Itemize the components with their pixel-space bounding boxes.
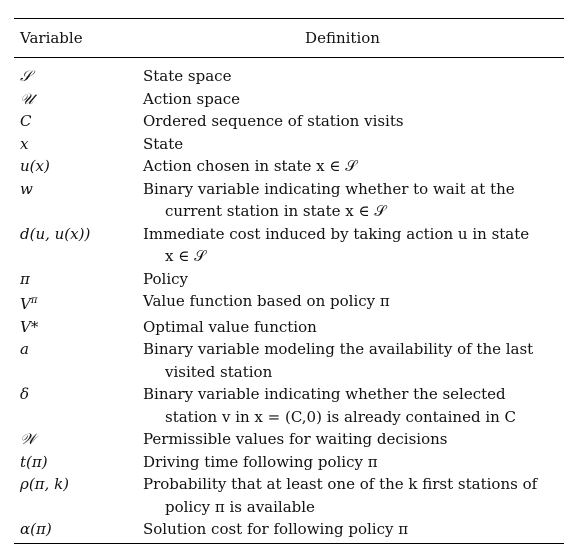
table-row: 𝒲 Permissible values for waiting decisio… <box>14 428 564 451</box>
definition-text: State space <box>143 67 232 85</box>
row-definition: Immediate cost induced by taking action … <box>143 223 564 268</box>
definition-continuation: policy π is available <box>165 497 315 516</box>
row-definition: Probability that at least one of the k f… <box>143 473 564 518</box>
table-row: 𝒮 State space <box>14 65 564 88</box>
table-row: V* Optimal value function <box>14 316 564 339</box>
definition-text: Solution cost for following policy π <box>143 520 409 538</box>
row-definition: State <box>143 133 564 156</box>
variable-definition-table: Variable Definition 𝒮 State space 𝒰 Acti… <box>14 18 564 544</box>
table-row: 𝒰 Action space <box>14 88 564 111</box>
superscript-pi: π <box>30 295 38 306</box>
table-header: Variable Definition <box>14 19 564 57</box>
row-symbol: x <box>20 134 29 153</box>
top-rule <box>14 18 564 19</box>
row-definition: Permissible values for waiting decisions <box>143 428 564 451</box>
row-symbol: t(π) <box>20 452 48 471</box>
definition-text: Policy <box>143 269 188 288</box>
row-definition: Action chosen in state x ∈ 𝒮 <box>143 155 564 178</box>
row-definition: Action space <box>143 88 564 111</box>
row-symbol: α(π) <box>20 520 52 538</box>
row-symbol: C <box>20 112 32 130</box>
row-definition: Optimal value function <box>143 316 564 339</box>
definition-text: Action chosen in state x ∈ 𝒮 <box>143 157 357 175</box>
table-body: 𝒮 State space 𝒰 Action space C Ordered s… <box>14 58 564 543</box>
row-symbol: 𝒰 <box>20 89 34 108</box>
table-row: C Ordered sequence of station visits <box>14 110 564 133</box>
definition-continuation: x ∈ 𝒮 <box>165 247 206 265</box>
row-symbol: 𝒮 <box>20 67 32 85</box>
table-row: α(π) Solution cost for following policy … <box>14 518 564 541</box>
table-row: w Binary variable indicating whether to … <box>14 178 564 223</box>
definition-text: Value function based on policy π <box>143 292 390 310</box>
definition-continuation: station v in x = (C,0) is already contai… <box>165 407 517 426</box>
definition-text: Driving time following policy π <box>143 452 378 471</box>
row-symbol: u(x) <box>20 157 50 175</box>
row-symbol: w <box>20 179 33 198</box>
definition-text: Permissible values for waiting decisions <box>143 430 448 448</box>
table-row: ρ(π, k) Probability that at least one of… <box>14 473 564 518</box>
row-definition: Binary variable indicating whether to wa… <box>143 178 564 223</box>
row-definition: Ordered sequence of station visits <box>143 110 564 133</box>
definition-text: Action space <box>143 89 241 108</box>
row-symbol: a <box>20 340 29 358</box>
definition-text: Binary variable modeling the availabilit… <box>143 340 534 358</box>
row-symbol: δ <box>20 385 30 403</box>
definition-continuation: current station in state x ∈ 𝒮 <box>165 202 386 220</box>
table-row: a Binary variable modeling the availabil… <box>14 338 564 383</box>
definition-text: Optimal value function <box>143 317 317 336</box>
header-rule <box>14 57 564 58</box>
definition-text: Binary variable indicating whether the s… <box>143 385 506 403</box>
row-definition: Solution cost for following policy π <box>143 518 564 541</box>
row-definition: Policy <box>143 268 564 291</box>
row-symbol: d(u, u(x)) <box>20 224 91 243</box>
table-row: δ Binary variable indicating whether the… <box>14 383 564 428</box>
row-symbol: V* <box>20 317 39 336</box>
row-symbol: π <box>20 269 30 288</box>
header-definition: Definition <box>305 29 380 47</box>
table-row: d(u, u(x)) Immediate cost induced by tak… <box>14 223 564 268</box>
table-row: π Policy <box>14 268 564 291</box>
table-row: u(x) Action chosen in state x ∈ 𝒮 <box>14 155 564 178</box>
row-definition: Binary variable indicating whether the s… <box>143 383 564 428</box>
definition-text: State <box>143 134 184 153</box>
definition-text: Immediate cost induced by taking action … <box>143 224 530 243</box>
row-definition: Value function based on policy π <box>143 290 564 316</box>
table-row: Vπ Value function based on policy π <box>14 290 564 316</box>
row-symbol: ρ(π, k) <box>20 475 70 493</box>
definition-text: Ordered sequence of station visits <box>143 112 404 130</box>
row-definition: Driving time following policy π <box>143 451 564 474</box>
header-variable: Variable <box>20 29 83 47</box>
bottom-rule <box>14 542 564 544</box>
table-row: x State <box>14 133 564 156</box>
row-definition: Binary variable modeling the availabilit… <box>143 338 564 383</box>
row-symbol: Vπ <box>20 295 38 313</box>
definition-text: Binary variable indicating whether to wa… <box>143 179 515 198</box>
table-row: t(π) Driving time following policy π <box>14 451 564 474</box>
row-symbol: 𝒲 <box>20 430 36 448</box>
definition-text: Probability that at least one of the k f… <box>143 475 538 493</box>
row-definition: State space <box>143 65 564 88</box>
definition-continuation: visited station <box>165 362 273 381</box>
